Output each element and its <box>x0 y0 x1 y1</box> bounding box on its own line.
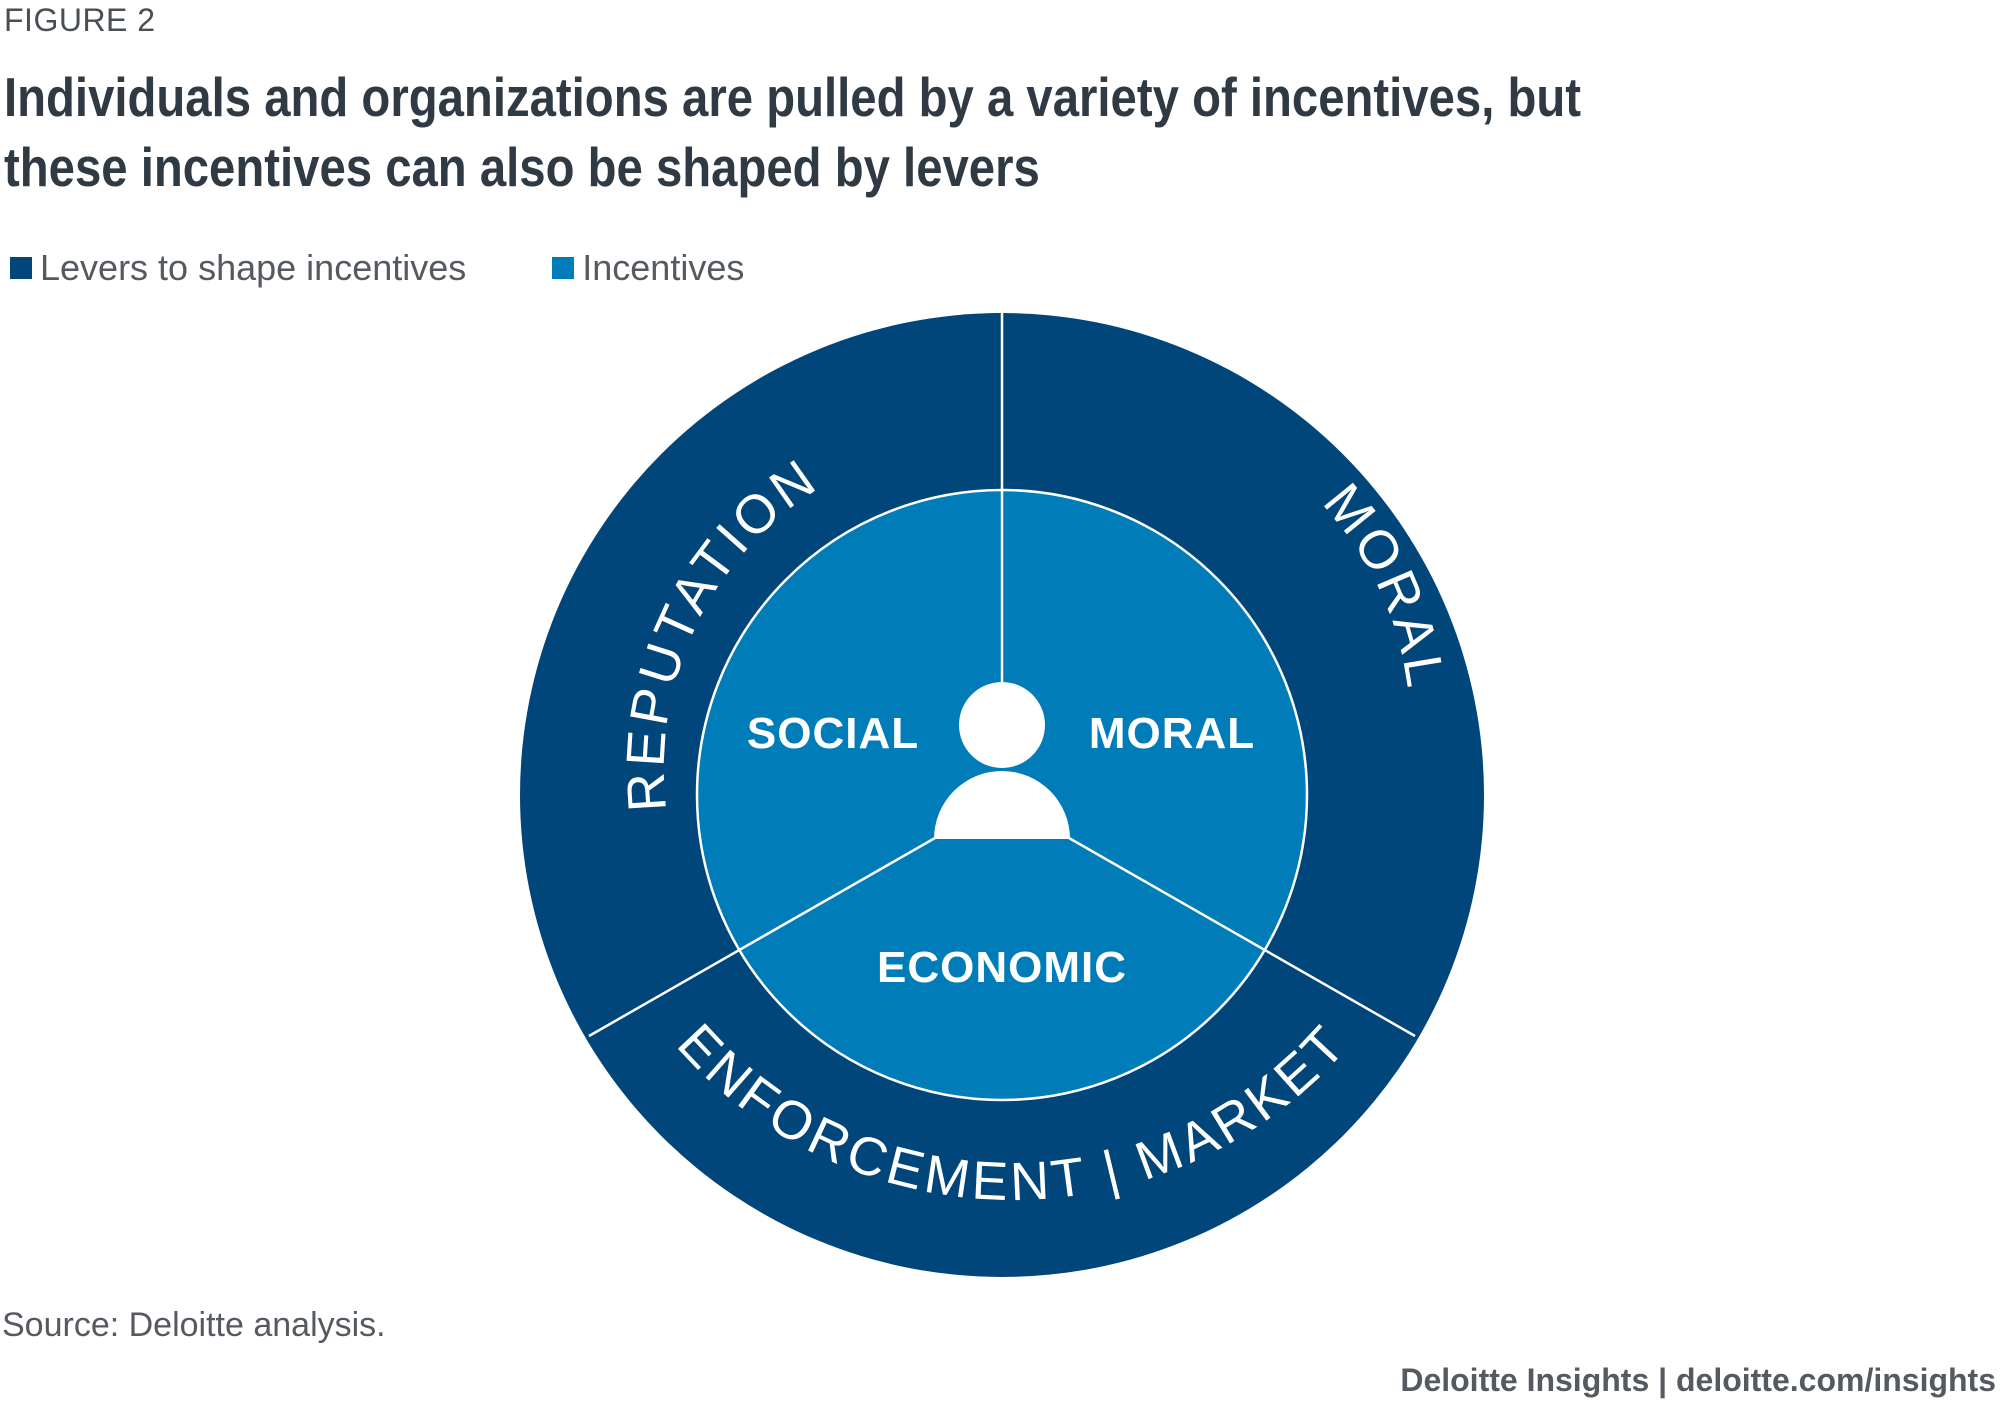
divider-left <box>588 836 936 1038</box>
legend-swatch-levers <box>10 257 32 279</box>
page-title: Individuals and organizations are pulled… <box>4 66 1582 198</box>
inner-label-economic: ECONOMIC <box>877 943 1127 992</box>
legend-swatch-incentives <box>552 257 575 279</box>
source-note: Source: Deloitte analysis. <box>2 1306 386 1344</box>
person-icon <box>934 682 1070 839</box>
figure-label: FIGURE 2 <box>4 2 156 38</box>
legend-item-incentives: Incentives <box>552 247 744 289</box>
divider-right <box>1068 836 1416 1038</box>
legend-label-incentives: Incentives <box>582 247 745 288</box>
legend-label-levers: Levers to shape incentives <box>40 247 467 288</box>
legend: Levers to shape incentives Incentives <box>10 246 830 290</box>
inner-label-moral: MORAL <box>1089 709 1255 758</box>
footer-credit: Deloitte Insights | deloitte.com/insight… <box>1400 1362 1996 1398</box>
inner-label-social: SOCIAL <box>747 709 919 758</box>
legend-item-levers: Levers to shape incentives <box>10 247 466 289</box>
